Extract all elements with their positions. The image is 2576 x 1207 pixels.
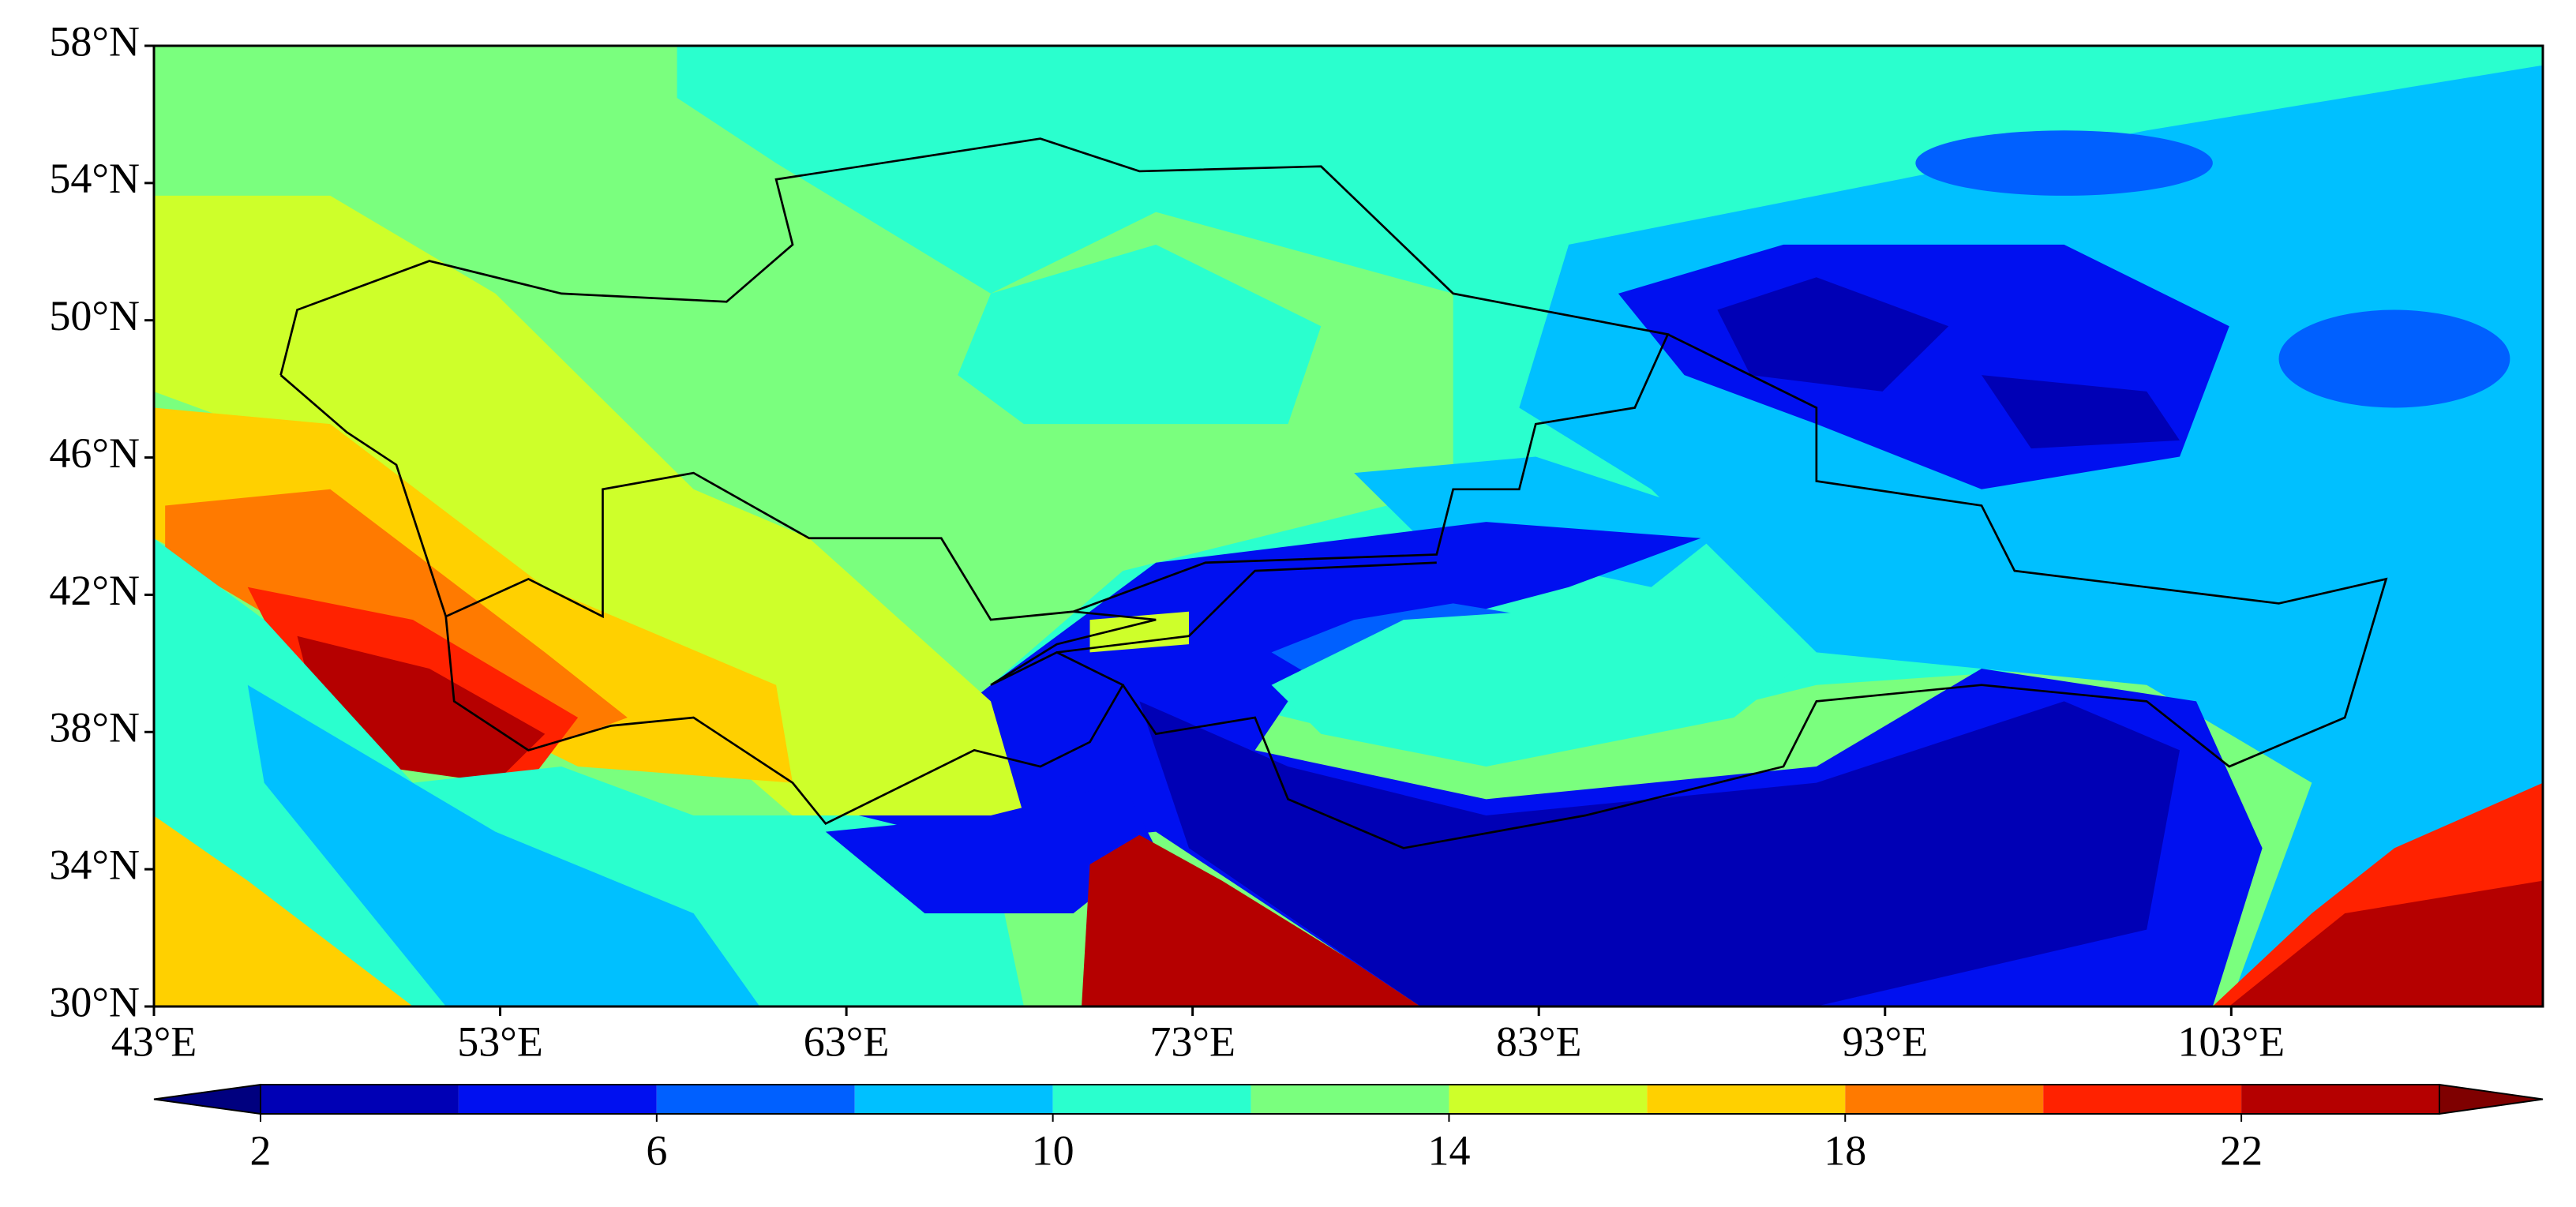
x-tick-label: 43°E (111, 1018, 197, 1065)
field-region (153, 195, 1024, 815)
field-region (1915, 130, 2213, 196)
x-tick-label: 83°E (1496, 1018, 1582, 1065)
field-region (1082, 834, 1420, 1006)
colorbar-segment (1647, 1085, 1846, 1114)
field-region (1089, 611, 1190, 653)
y-tick-label: 42°N (49, 567, 140, 614)
field-region (1139, 701, 2180, 1006)
colorbar-tick-label: 10 (1032, 1126, 1074, 1174)
x-tick-label: 63°E (804, 1018, 890, 1065)
x-tick-label: 103°E (2178, 1018, 2285, 1065)
colorbar-segment (261, 1085, 459, 1114)
field-region (247, 684, 760, 1006)
field-region (153, 815, 413, 1006)
colorbar-segment (2241, 1085, 2439, 1114)
colorbar-under (153, 1083, 261, 1115)
colorbar-frame (260, 1084, 2440, 1115)
colorbar-tick-label: 14 (1427, 1126, 1470, 1174)
y-tick-label: 46°N (49, 429, 140, 477)
field-region (1717, 277, 1949, 392)
map-field (153, 45, 2544, 1006)
y-tick-label: 54°N (49, 155, 140, 202)
y-tick-label: 50°N (49, 292, 140, 339)
map-frame (152, 44, 2544, 1008)
country-borders (279, 137, 2388, 849)
colorbar-segment (1449, 1085, 1648, 1114)
field-region (2229, 880, 2544, 1006)
colorbar-tick-label: 6 (646, 1126, 667, 1174)
field-region (2278, 309, 2510, 408)
y-tick-label: 34°N (49, 842, 140, 889)
colorbar-segment (1052, 1085, 1251, 1114)
colorbar-tick-label: 22 (2220, 1126, 2263, 1174)
field-region (825, 782, 1157, 913)
y-tick-label: 38°N (49, 704, 140, 752)
colorbar-segment (854, 1085, 1053, 1114)
colorbar-segment (458, 1085, 657, 1114)
colorbar-tick-label: 2 (250, 1126, 272, 1174)
x-tick-label: 93°E (1842, 1018, 1928, 1065)
field-region (1982, 375, 2180, 449)
colorbar-over (2439, 1083, 2544, 1115)
x-tick-label: 53°E (457, 1018, 543, 1065)
colorbar-segment (1251, 1085, 1449, 1114)
y-tick-label: 58°N (49, 17, 140, 65)
field-region (1271, 603, 1817, 767)
colorbar-segment (656, 1085, 855, 1114)
x-tick-label: 73°E (1149, 1018, 1236, 1065)
colorbar-segment (1845, 1085, 2044, 1114)
colorbar-segment (2043, 1085, 2242, 1114)
colorbar-tick-label: 18 (1824, 1126, 1866, 1174)
y-tick-label: 30°N (49, 978, 140, 1025)
field-region (958, 244, 1322, 425)
